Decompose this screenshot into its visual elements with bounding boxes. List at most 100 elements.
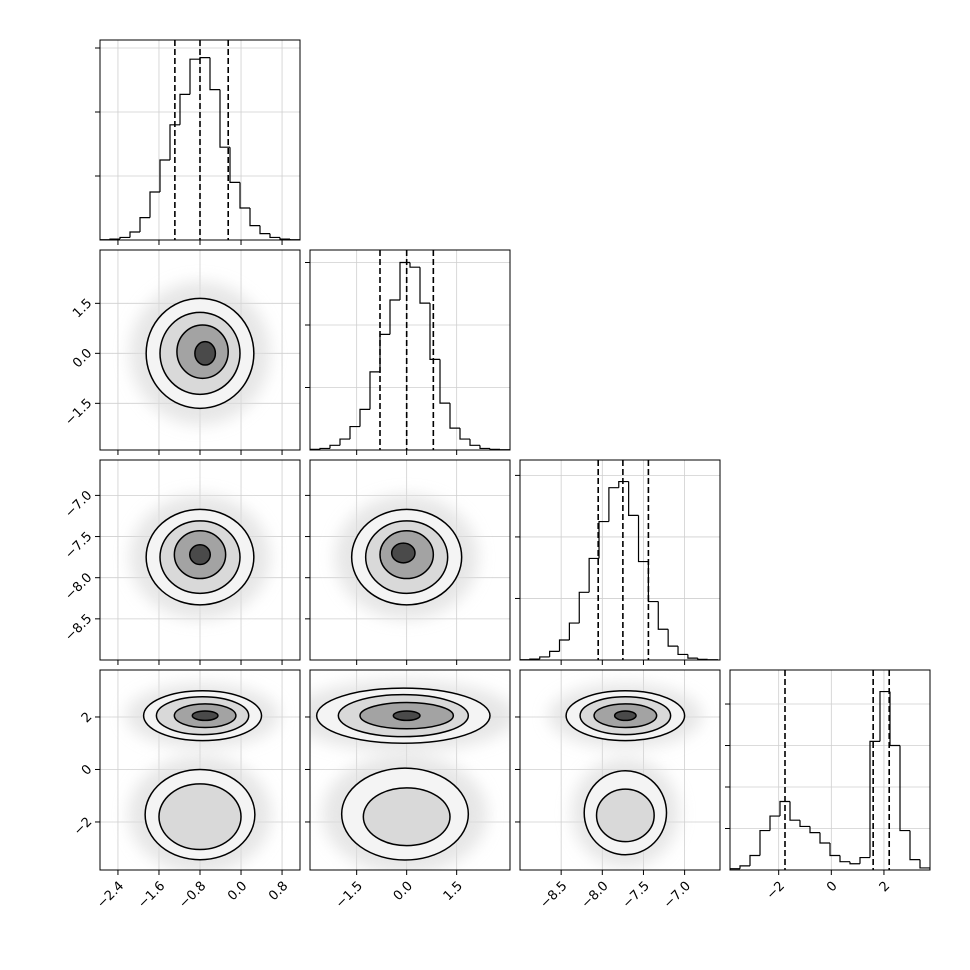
panel: [305, 249, 511, 455]
histogram-bin: [269, 233, 280, 239]
contour: [194, 340, 217, 366]
panel: [95, 39, 301, 245]
histogram-bin: [419, 267, 430, 304]
histogram-bin: [429, 303, 440, 360]
histogram-bin: [578, 591, 590, 624]
plot-area: [310, 460, 510, 660]
panel-frame: [99, 249, 301, 451]
histogram-bin: [608, 487, 619, 522]
plot-area: [100, 460, 300, 660]
histogram-bin: [279, 237, 290, 240]
panel-frame: [99, 669, 301, 871]
histogram-bin: [558, 639, 570, 652]
contour: [613, 710, 637, 722]
panel: −1.50.01.5: [62, 249, 301, 455]
histogram-bin: [229, 147, 240, 183]
panel-frame: [519, 459, 721, 661]
histogram-bin: [449, 403, 460, 429]
histogram-bin: [779, 800, 790, 817]
contour: [390, 542, 416, 564]
panel-frame: [309, 249, 511, 451]
histogram-bin: [919, 859, 930, 870]
histogram-bin: [259, 225, 270, 235]
histogram-bin: [139, 217, 150, 232]
panel-frame: [309, 459, 511, 661]
histogram-bin: [479, 445, 490, 450]
histogram-bin: [588, 557, 600, 593]
histogram-bin: [359, 408, 370, 427]
panel: −8.5−8.0−7.5−7.0: [515, 669, 721, 912]
histogram-bin: [598, 520, 609, 559]
panel-frame: [309, 669, 511, 871]
histogram-bin: [789, 801, 800, 821]
histogram-bin: [799, 820, 810, 828]
histogram-bin: [568, 622, 580, 640]
histogram-bin: [628, 481, 639, 516]
histogram-bin: [459, 428, 470, 440]
contour: [362, 787, 451, 847]
histogram-bin: [369, 371, 380, 410]
histogram-bin: [819, 832, 830, 844]
plot-area: [520, 670, 720, 870]
histogram-bin: [409, 262, 420, 268]
panel: [305, 459, 511, 665]
contour: [191, 710, 219, 722]
plot-area: [310, 250, 510, 450]
histogram-bin: [169, 124, 180, 160]
histogram-bin: [189, 58, 200, 95]
histogram-bin: [809, 826, 820, 834]
histogram-bin: [179, 93, 190, 125]
histogram-bin: [469, 439, 480, 446]
histogram-bin: [539, 656, 550, 660]
histogram-bin: [657, 601, 669, 630]
histogram-bin: [109, 238, 120, 240]
panel-frame: [519, 669, 721, 871]
panel-frame: [99, 459, 301, 661]
histogram-bin: [159, 159, 170, 192]
histogram-bin: [549, 650, 560, 657]
panel: −2.4 −1.6 −0.8 0.0 0.8−202: [71, 669, 301, 912]
histogram-bin: [319, 447, 330, 450]
histogram-bin: [677, 646, 688, 656]
histogram-bin: [749, 854, 760, 866]
histogram-bin: [329, 444, 340, 449]
histogram-bin: [909, 830, 920, 861]
plot-area: [310, 670, 510, 870]
histogram-bin: [119, 236, 130, 240]
contour: [188, 544, 212, 566]
panel: [515, 459, 721, 665]
panel-frame: [99, 39, 301, 241]
panel-frame: [729, 669, 931, 871]
histogram-bin: [149, 191, 160, 218]
histogram-bin: [618, 480, 629, 488]
histogram-bin: [879, 690, 890, 742]
histogram-bin: [697, 658, 708, 660]
histogram-bin: [219, 89, 230, 148]
histogram-bin: [349, 425, 360, 440]
histogram-bin: [310, 448, 320, 450]
histogram-bin: [730, 868, 740, 870]
histogram-bin: [899, 745, 910, 832]
histogram-bin: [339, 438, 350, 446]
plot-area: [100, 250, 300, 450]
histogram-bin: [529, 658, 540, 660]
histogram-bin: [389, 299, 400, 335]
histogram-bin: [687, 654, 698, 659]
histogram-bin: [239, 182, 250, 209]
histogram-bin: [249, 208, 260, 227]
plot-area: [520, 460, 720, 660]
contour: [158, 783, 242, 851]
histogram-bin: [129, 231, 140, 238]
histogram-bin: [439, 359, 450, 404]
histogram-bin: [739, 865, 750, 869]
contour: [595, 788, 655, 843]
panel: −2 0 2: [725, 669, 931, 903]
histogram-bin: [839, 855, 850, 863]
histogram-bin: [829, 843, 840, 857]
histogram-bin: [667, 629, 679, 647]
plot-area: [730, 670, 930, 870]
histogram-bin: [647, 561, 659, 603]
histogram-bin: [849, 861, 860, 865]
